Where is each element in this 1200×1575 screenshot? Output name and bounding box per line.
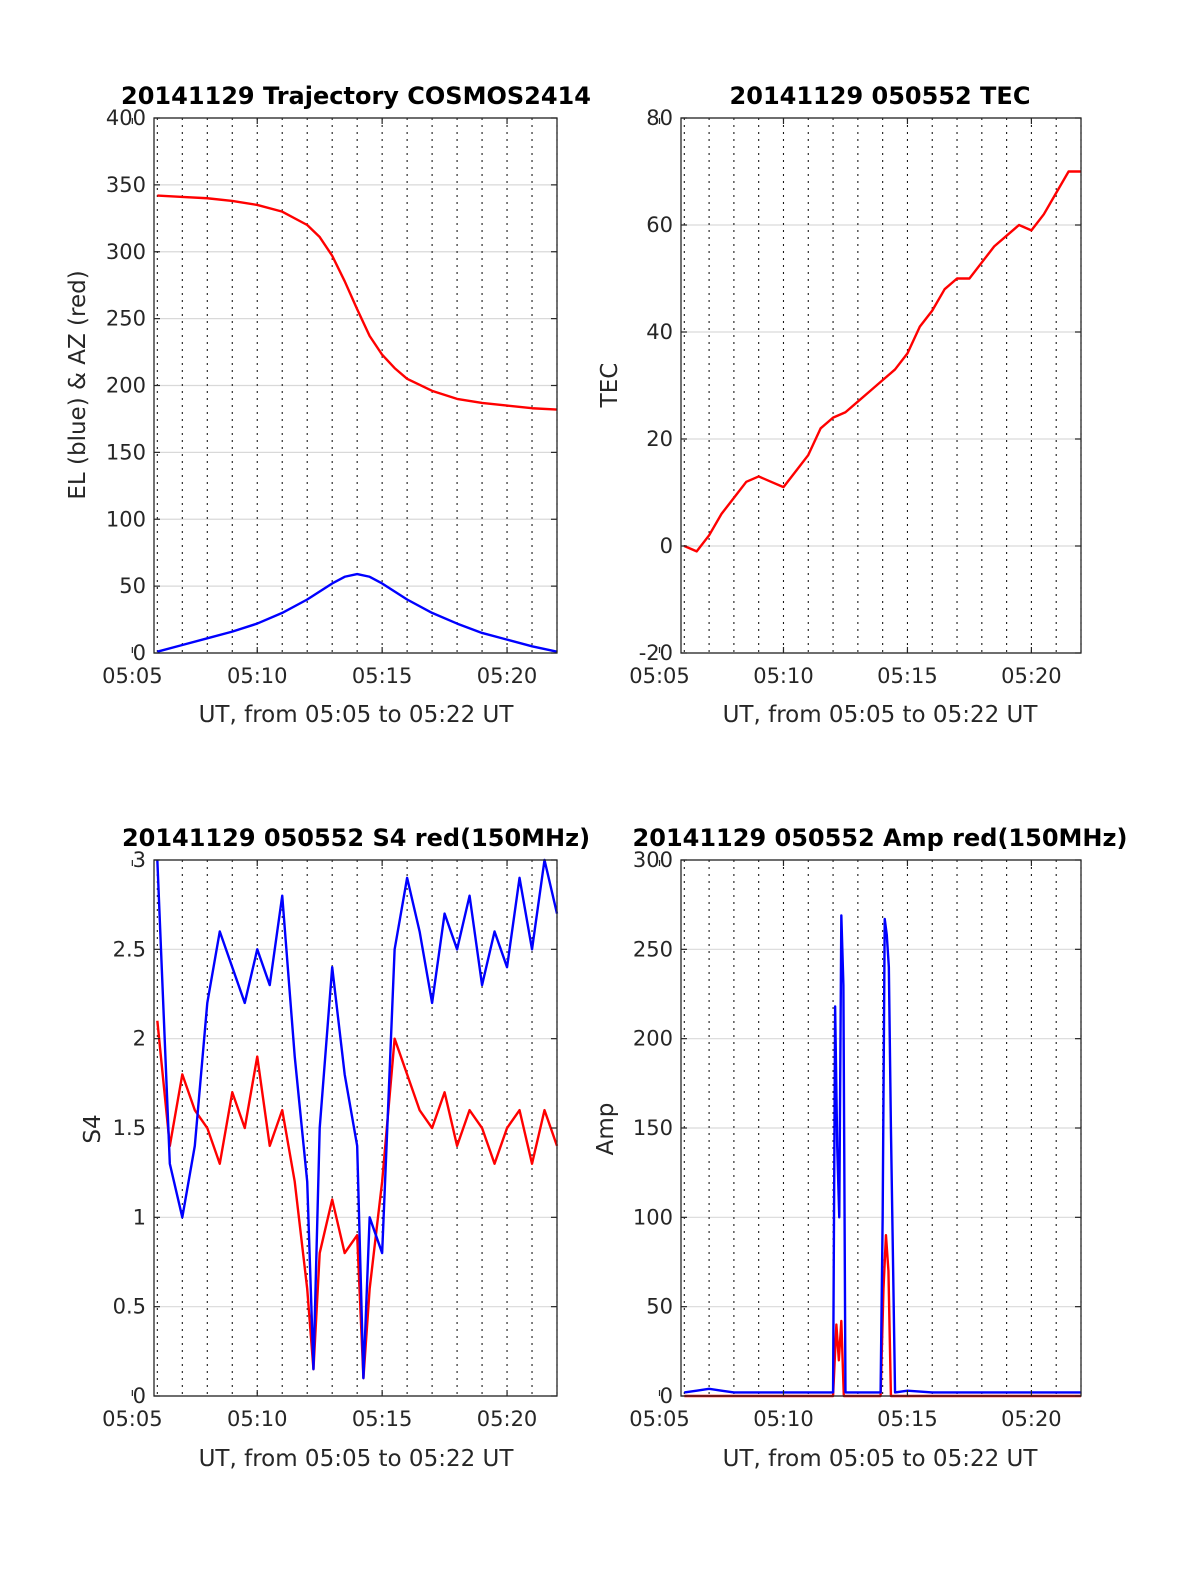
tec-axes-frame <box>680 117 1082 654</box>
s4-ytick-label: 1 <box>133 1205 146 1229</box>
trajectory-ytick-label: 200 <box>106 374 146 398</box>
s4-series-0-line <box>156 1020 559 1380</box>
amp-ytick-label: 250 <box>633 937 673 961</box>
trajectory-xtick-label: 05:05 <box>102 664 163 688</box>
s4-ytick-label: 0.5 <box>113 1295 146 1319</box>
trajectory-ytick-label: 100 <box>106 507 146 531</box>
tec-xlabel: UT, from 05:05 to 05:22 UT <box>723 702 1039 728</box>
trajectory-series-1-line <box>157 572 558 653</box>
s4-ytick-label: 1.5 <box>113 1116 146 1140</box>
s4-xtick-label: 05:20 <box>477 1407 538 1431</box>
amp-panel: 20141129 050552 Amp red(150MHz) UT, from… <box>593 824 1127 1472</box>
amp-xtick-label: 05:10 <box>753 1407 814 1431</box>
trajectory-ytick-label: 150 <box>106 440 146 464</box>
tec-ylabel: TEC <box>597 363 623 409</box>
s4-ytick-label: 2 <box>133 1027 146 1051</box>
tec-title: 20141129 050552 TEC <box>730 82 1031 110</box>
tec-xtick-label: 05:20 <box>1001 664 1062 688</box>
amp-ytick-label: 200 <box>633 1027 673 1051</box>
tec-grid <box>681 117 1082 654</box>
trajectory-ylabel: EL (blue) & AZ (red) <box>65 270 91 499</box>
trajectory-ytick-label: 300 <box>106 240 146 264</box>
trajectory-xlabel: UT, from 05:05 to 05:22 UT <box>199 702 515 728</box>
trajectory-ytick-label: 250 <box>106 307 146 331</box>
tec-ytick-label: -20 <box>639 641 673 665</box>
amp-xlabel: UT, from 05:05 to 05:22 UT <box>723 1446 1039 1472</box>
tec-xtick-label: 05:05 <box>629 664 690 688</box>
tec-series-0-line <box>683 170 1081 553</box>
s4-xtick-label: 05:05 <box>102 1407 163 1431</box>
tec-ytick-label: 60 <box>646 213 673 237</box>
amp-ytick-label: 100 <box>633 1205 673 1229</box>
trajectory-grid <box>154 117 558 654</box>
s4-ytick-label: 3 <box>133 848 146 872</box>
s4-xtick-label: 05:10 <box>227 1407 288 1431</box>
trajectory-xtick-label: 05:15 <box>352 664 413 688</box>
tec-panel: 20141129 050552 TEC UT, from 05:05 to 05… <box>597 82 1082 728</box>
s4-ytick-label: 2.5 <box>113 937 146 961</box>
s4-panel: 20141129 050552 S4 red(150MHz) UT, from … <box>80 824 590 1472</box>
s4-xlabel: UT, from 05:05 to 05:22 UT <box>199 1446 515 1472</box>
trajectory-xtick-label: 05:10 <box>227 664 288 688</box>
amp-ylabel: Amp <box>593 1103 619 1156</box>
amp-series-1-line <box>684 914 1081 1394</box>
s4-series-1-line <box>156 858 559 1380</box>
s4-title: 20141129 050552 S4 red(150MHz) <box>122 824 590 852</box>
tec-xtick-label: 05:10 <box>753 664 814 688</box>
trajectory-ytick-label: 400 <box>106 106 146 130</box>
trajectory-title: 20141129 Trajectory COSMOS2414 <box>121 82 591 110</box>
amp-title: 20141129 050552 Amp red(150MHz) <box>633 824 1128 852</box>
amp-ytick-label: 150 <box>633 1116 673 1140</box>
tec-xtick-label: 05:15 <box>877 664 938 688</box>
tec-ytick-label: 40 <box>646 320 673 344</box>
amp-xtick-label: 05:05 <box>629 1407 690 1431</box>
trajectory-ytick-label: 50 <box>119 574 146 598</box>
s4-ytick-label: 0 <box>133 1384 146 1408</box>
tec-ytick-label: 20 <box>646 427 673 451</box>
trajectory-series-0-line <box>157 194 558 411</box>
trajectory-xtick-label: 05:20 <box>477 664 538 688</box>
tec-ytick-label: 0 <box>660 534 673 558</box>
trajectory-ytick-label: 0 <box>133 641 146 665</box>
amp-ytick-label: 50 <box>646 1295 673 1319</box>
amp-ytick-label: 0 <box>660 1384 673 1408</box>
trajectory-ytick-label: 350 <box>106 173 146 197</box>
s4-xtick-label: 05:15 <box>352 1407 413 1431</box>
s4-ylabel: S4 <box>80 1114 106 1143</box>
trajectory-panel: 20141129 Trajectory COSMOS2414 UT, from … <box>65 82 591 728</box>
amp-xtick-label: 05:15 <box>877 1407 938 1431</box>
amp-xtick-label: 05:20 <box>1001 1407 1062 1431</box>
amp-ytick-label: 300 <box>633 848 673 872</box>
